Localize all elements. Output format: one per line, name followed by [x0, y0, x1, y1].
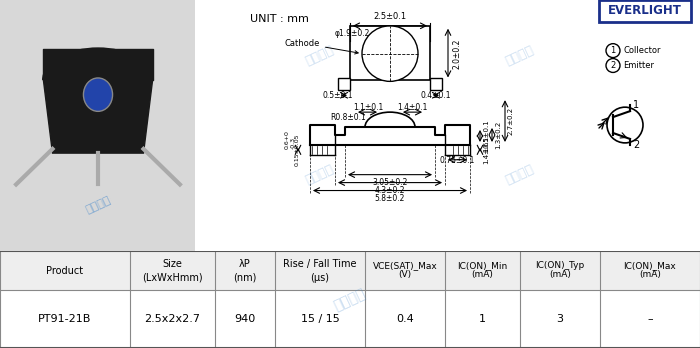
Text: 0.4: 0.4: [396, 314, 414, 324]
Text: 15 / 15: 15 / 15: [300, 314, 340, 324]
Text: φ1.9±0.2: φ1.9±0.2: [335, 29, 370, 38]
Text: Cathode: Cathode: [285, 39, 358, 54]
Text: Collector: Collector: [623, 46, 661, 55]
Text: (mA): (mA): [472, 270, 493, 279]
Text: 超毅电子: 超毅电子: [504, 44, 536, 68]
Bar: [350, 26, 430, 80]
Text: 超毅电子: 超毅电子: [304, 44, 336, 68]
Bar: [0, 290, 700, 348]
Text: Emitter: Emitter: [623, 61, 654, 70]
Text: R0.8±0.1: R0.8±0.1: [330, 113, 365, 122]
Text: 1: 1: [633, 100, 639, 110]
Text: 5.8±0.2: 5.8±0.2: [374, 193, 405, 203]
Text: 940: 940: [234, 314, 255, 324]
Polygon shape: [43, 80, 153, 153]
Text: 2.7±0.2: 2.7±0.2: [508, 107, 514, 135]
Text: 0.4±0.1: 0.4±0.1: [421, 91, 452, 100]
Text: 2: 2: [633, 140, 639, 150]
Text: 3.05±0.2: 3.05±0.2: [372, 177, 407, 187]
Bar: [195, 0, 700, 254]
Text: 0.5±0.1: 0.5±0.1: [323, 91, 354, 100]
Text: 1.4±0.1: 1.4±0.1: [483, 136, 489, 164]
Text: 超毅电子: 超毅电子: [304, 163, 336, 187]
Circle shape: [362, 26, 418, 81]
Text: 4.3±0.2: 4.3±0.2: [374, 185, 405, 195]
Text: (mA): (mA): [639, 270, 661, 279]
Text: 2.0±0.2: 2.0±0.2: [452, 38, 461, 69]
Text: 2.5x2x2.7: 2.5x2x2.7: [144, 314, 200, 324]
FancyBboxPatch shape: [599, 0, 691, 22]
Text: 1.4±0.1: 1.4±0.1: [397, 103, 427, 112]
Text: 0.6+0
-0.3: 0.6+0 -0.3: [285, 130, 296, 149]
Text: 1.65±0.1: 1.65±0.1: [483, 120, 489, 152]
Text: 0.75±0.1: 0.75±0.1: [440, 156, 475, 165]
Text: 0.15±0.05: 0.15±0.05: [295, 134, 300, 166]
Circle shape: [606, 44, 620, 57]
Circle shape: [83, 78, 113, 111]
Bar: [0, 251, 700, 290]
Text: 3: 3: [556, 314, 564, 324]
Text: 1: 1: [479, 314, 486, 324]
Bar: [338, 78, 350, 90]
Text: 超毅电子: 超毅电子: [84, 195, 112, 215]
Text: (mA): (mA): [549, 270, 571, 279]
Text: Rise / Fall Time
(μs): Rise / Fall Time (μs): [284, 259, 357, 283]
Text: λP
(nm): λP (nm): [233, 259, 257, 283]
Text: UNIT : mm: UNIT : mm: [250, 14, 309, 24]
Text: IC(ON)_Typ: IC(ON)_Typ: [536, 261, 584, 270]
Text: 1.3±0.2: 1.3±0.2: [495, 121, 501, 149]
Text: IC(ON)_Min: IC(ON)_Min: [457, 261, 508, 270]
Text: 2: 2: [610, 61, 615, 70]
Text: Product: Product: [46, 266, 83, 276]
Bar: [0, 0, 195, 254]
Text: 2.5±0.1: 2.5±0.1: [373, 12, 407, 21]
Circle shape: [607, 107, 643, 143]
Text: (V): (V): [398, 270, 412, 279]
Text: PT91-21B: PT91-21B: [38, 314, 92, 324]
Text: Size
(LxWxHmm): Size (LxWxHmm): [142, 259, 203, 283]
Text: –: –: [648, 314, 653, 324]
Circle shape: [606, 58, 620, 72]
Text: 1.1±0.1: 1.1±0.1: [353, 103, 383, 112]
Text: 超毅电子: 超毅电子: [332, 286, 368, 313]
Text: 超毅电子: 超毅电子: [504, 163, 536, 187]
Text: 1: 1: [610, 46, 615, 55]
Text: EVERLIGHT: EVERLIGHT: [608, 5, 682, 17]
Bar: [430, 78, 442, 90]
Text: VCE(SAT)_Max: VCE(SAT)_Max: [372, 261, 438, 270]
Text: IC(ON)_Max: IC(ON)_Max: [624, 261, 676, 270]
